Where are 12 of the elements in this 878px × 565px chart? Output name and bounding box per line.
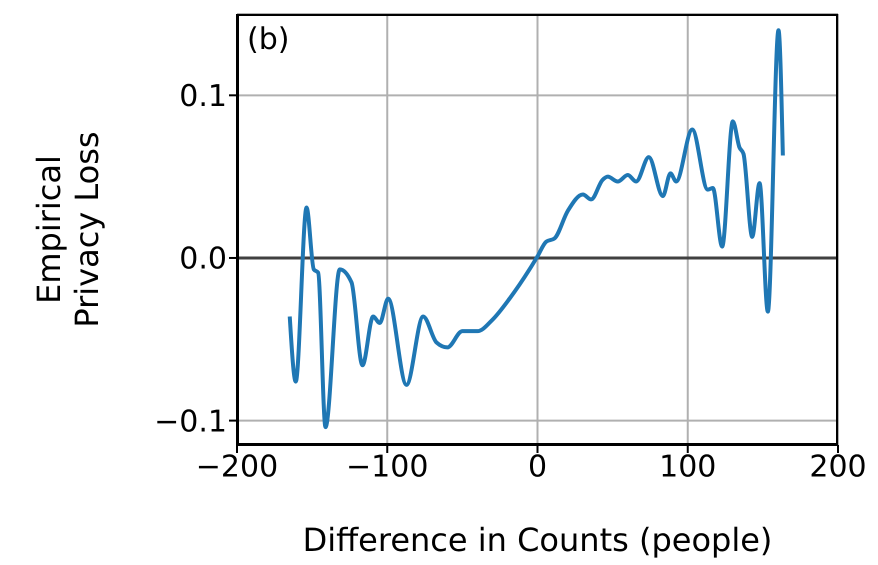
- annotation: (b): [247, 22, 290, 57]
- x-tick-label: 0: [528, 449, 548, 484]
- x-tick-label: −200: [196, 449, 278, 484]
- x-tick-label: −100: [346, 449, 428, 484]
- y-axis-title: Empirical Privacy Loss: [30, 131, 106, 328]
- y-tick-label: 0.1: [179, 78, 227, 114]
- line-series: [288, 28, 785, 430]
- y-tick-label: 0.0: [179, 242, 227, 277]
- y-tick-label: −0.1: [154, 404, 227, 440]
- x-tick-label: 200: [809, 449, 867, 484]
- x-axis-title: Difference in Counts (people): [302, 521, 772, 559]
- x-tick-label: 100: [659, 449, 716, 484]
